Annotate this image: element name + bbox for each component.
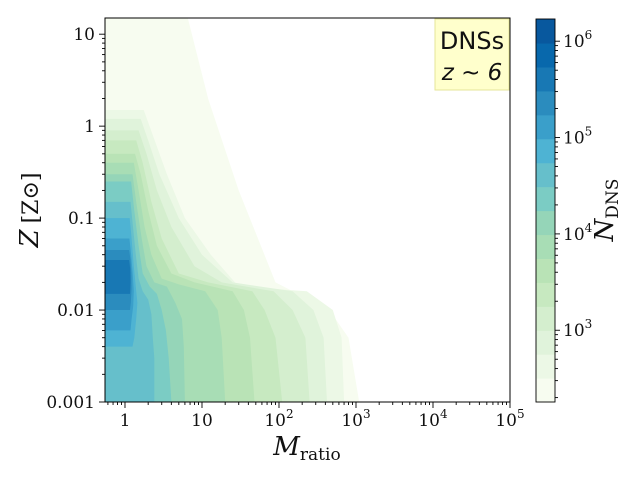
colorbar-swatch [536, 138, 555, 164]
y-axis-title-main: Z [15, 228, 45, 248]
annotation-line1: DNSs [440, 27, 504, 55]
colorbar-frame [535, 18, 556, 403]
contour-fill-layer [105, 18, 360, 402]
annotation-box: DNSs z ~ 6 [434, 18, 510, 91]
y-tick-label: 0.001 [46, 393, 95, 413]
colorbar: 103 104 105 106 [535, 18, 593, 403]
colorbar-swatch [536, 258, 555, 283]
colorbar-swatch [536, 114, 555, 140]
contour-band-13 [105, 260, 131, 294]
plot-frame [104, 17, 511, 403]
colorbar-title-sub: DNS [603, 179, 623, 219]
x-axis-title-sub: ratio [300, 445, 341, 465]
colorbar-swatch [536, 282, 555, 307]
colorbar-swatch [536, 186, 555, 212]
colorbar-tick-label: 104 [563, 221, 593, 245]
x-axis-title: Mratio [272, 432, 340, 465]
x-tick-label: 104 [418, 407, 448, 431]
colorbar-swatch [536, 354, 555, 379]
colorbar-swatch [536, 90, 555, 116]
x-tick-label: 105 [495, 407, 524, 431]
y-tick-label: 0.01 [57, 301, 95, 321]
colorbar-tick-label: 105 [563, 125, 592, 149]
colorbar-swatch [536, 19, 555, 44]
x-axis-title-main: M [272, 432, 301, 462]
colorbar-swatch [536, 234, 555, 259]
y-axis-ticks: 10 1 0.1 0.01 0.001 [46, 25, 105, 413]
y-tick-label: 10 [73, 25, 95, 45]
colorbar-swatch [536, 162, 555, 188]
colorbar-swatch [536, 66, 555, 92]
colorbar-swatch [536, 306, 555, 331]
y-axis-title-unit: [Z⊙] [19, 173, 44, 224]
x-axis-ticks: 1 10 102 103 104 105 [107, 402, 525, 431]
x-tick-label: 102 [264, 407, 293, 431]
colorbar-tick-label: 103 [563, 317, 592, 341]
colorbar-swatch [536, 330, 555, 355]
colorbar-title: NDNS [590, 179, 623, 243]
y-tick-label: 1 [84, 117, 95, 137]
colorbar-swatch [536, 42, 555, 68]
x-tick-label: 1 [120, 411, 131, 431]
x-tick-label: 103 [341, 407, 370, 431]
y-axis-title: Z [Z⊙] [15, 173, 45, 249]
y-tick-label: 0.1 [68, 209, 95, 229]
colorbar-title-main: N [590, 217, 620, 242]
colorbar-tick-label: 106 [563, 28, 592, 52]
colorbar-swatch [536, 210, 555, 236]
annotation-line2: z ~ 6 [441, 60, 503, 86]
x-tick-label: 10 [191, 411, 213, 431]
colorbar-swatch [536, 378, 555, 403]
